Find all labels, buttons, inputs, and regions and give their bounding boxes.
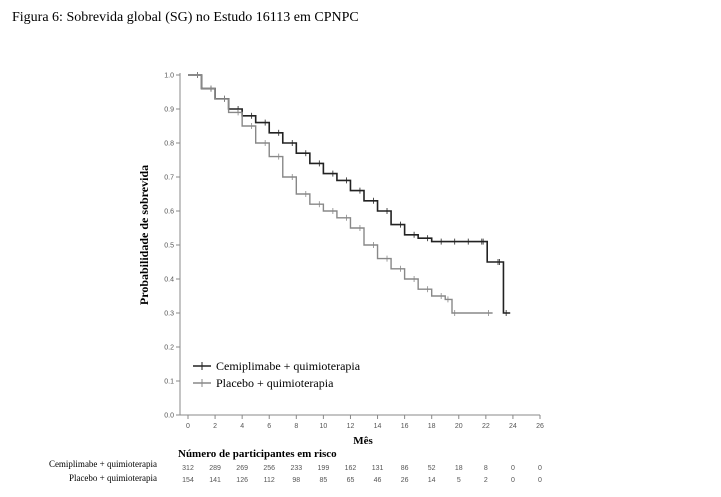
x-tick-label: 20 [455,423,463,430]
y-tick-label: 0.7 [164,175,174,182]
y-tick-label: 0.6 [164,209,174,216]
x-tick-label: 24 [509,423,517,430]
x-tick-label: 6 [267,423,271,430]
risk-value: 0 [538,477,542,484]
risk-value: 14 [428,477,436,484]
chart-series [188,72,511,316]
risk-value: 269 [236,465,248,472]
x-tick-label: 12 [347,423,355,430]
risk-value: 162 [345,465,357,472]
risk-value: 0 [538,465,542,472]
risk-value: 256 [263,465,275,472]
chart-axes: 0 2 4 6 8 10 12 14 16 18 20 22 24 260.00.10.20.30.40.… [164,73,544,431]
risk-value: 5 [457,477,461,484]
x-tick-label: 8 [294,423,298,430]
y-tick-label: 0.8 [164,141,174,148]
risk-value: 98 [292,477,300,484]
risk-value: 154 [182,477,194,484]
y-tick-label: 0.2 [164,345,174,352]
x-tick-label: 2 [213,423,217,430]
y-tick-label: 0.3 [164,311,174,318]
risk-value: 312 [182,465,194,472]
risk-row-label-placebo: Placebo + quimioterapia [69,473,157,483]
x-tick-label: 18 [428,423,436,430]
x-tick-label: 10 [319,423,327,430]
legend-label-cemiplimabe: Cemiplimabe + quimioterapia [216,359,361,373]
x-tick-label: 22 [482,423,490,430]
risk-value: 52 [428,465,436,472]
legend: Cemiplimabe + quimioterapia Placebo + qu… [193,359,361,390]
x-tick-label: 14 [374,423,382,430]
y-tick-label: 0.4 [164,277,174,284]
risk-value: 126 [236,477,248,484]
risk-value: 0 [511,465,515,472]
y-axis-label: Probabilidade de sobrevida [137,165,151,305]
risk-value: 199 [318,465,330,472]
risk-value: 2 [484,477,488,484]
x-tick-label: 0 [186,423,190,430]
y-tick-label: 1.0 [164,73,174,80]
risk-value: 141 [209,477,221,484]
series-line-cemiplimabe [188,74,511,314]
y-tick-label: 0.5 [164,243,174,250]
x-tick-label: 16 [401,423,409,430]
risk-value: 65 [347,477,355,484]
y-tick-label: 0.0 [164,413,174,420]
x-axis-label: Mês [353,435,373,447]
y-tick-label: 0.1 [164,379,174,386]
risk-value: 233 [290,465,302,472]
risk-value: 289 [209,465,221,472]
risk-row-label-cemiplimabe: Cemiplimabe + quimioterapia [49,459,157,469]
risk-value: 86 [401,465,409,472]
risk-value: 131 [372,465,384,472]
risk-value: 112 [264,477,275,484]
risk-value: 85 [319,477,327,484]
x-tick-label: 4 [240,423,244,430]
risk-value: 8 [484,465,488,472]
figure-title: Figura 6: Sobrevida global (SG) no Estud… [12,10,359,25]
risk-value: 46 [374,477,382,484]
risk-value: 26 [401,477,409,484]
risk-value: 18 [455,465,463,472]
legend-label-placebo: Placebo + quimioterapia [216,376,334,390]
risk-value: 0 [511,477,515,484]
risk-table-title: Número de participantes em risco [178,448,337,460]
y-tick-label: 0.9 [164,107,174,114]
series-line-placebo [188,74,493,314]
x-tick-label: 26 [536,423,544,430]
